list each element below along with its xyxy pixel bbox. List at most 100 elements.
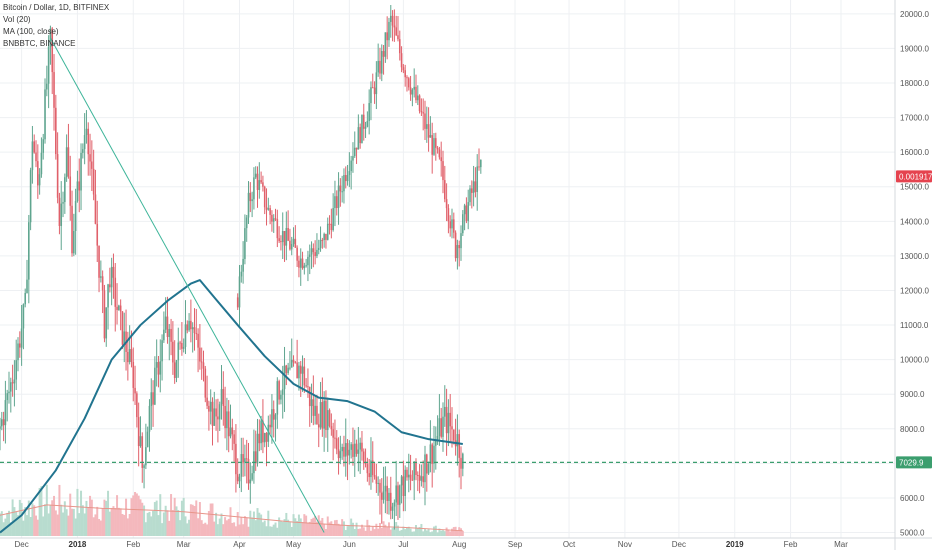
btc-candle	[271, 394, 273, 444]
candle-body	[404, 469, 406, 497]
candle-body	[31, 141, 34, 171]
volume-bar	[159, 494, 162, 536]
volume-bar	[317, 515, 320, 536]
legend-volume[interactable]: Vol (20)	[3, 15, 31, 24]
candle-body	[73, 230, 75, 254]
candle-body	[398, 485, 401, 505]
volume-bar	[67, 515, 70, 536]
btc-candle	[287, 362, 289, 375]
candle-body	[305, 265, 307, 267]
y-tick-label: 6000.0	[900, 494, 925, 503]
volume-bar	[402, 526, 405, 536]
candle-body	[139, 436, 142, 447]
candle-body	[116, 306, 118, 311]
candle-body	[4, 400, 7, 426]
btc-candle	[155, 339, 158, 387]
btc-candle	[96, 200, 99, 263]
volume-bar	[26, 515, 29, 536]
legend-ma[interactable]: MA (100, close)	[3, 27, 59, 36]
candle-body	[8, 391, 10, 394]
candle-body	[193, 327, 196, 334]
volume-bar	[258, 512, 261, 536]
legend-overlay[interactable]: BNBBTC, BINANCE	[3, 39, 76, 48]
bnbbtc-candle	[391, 10, 394, 42]
candle-body	[352, 444, 354, 457]
btc-candle	[10, 377, 12, 413]
btc-candle	[355, 439, 358, 457]
candle-body	[442, 161, 444, 181]
btc-candle	[15, 339, 18, 391]
candle-body	[60, 203, 63, 226]
bnbbtc-candle	[260, 171, 262, 185]
bnbbtc-candle	[407, 76, 410, 91]
candle-body	[373, 475, 376, 477]
candle-body	[402, 476, 405, 497]
candle-body	[186, 324, 189, 331]
volume-bar	[143, 505, 146, 536]
volume-bar	[53, 495, 56, 536]
candle-body	[451, 426, 453, 430]
bnbbtc-candle	[296, 245, 298, 267]
btc-candle	[105, 307, 108, 347]
legend-main-series[interactable]: Bitcoin / Dollar, 1D, BITFINEX	[3, 3, 110, 12]
btc-candle	[42, 133, 45, 160]
bnbbtc-candle	[256, 166, 259, 208]
candle-body	[424, 454, 426, 483]
btc-candle	[218, 401, 221, 432]
btc-candle	[49, 25, 52, 65]
volume-bar	[123, 514, 126, 536]
price-axis[interactable]: 5000.06000.07000.08000.09000.010000.0110…	[900, 10, 929, 538]
candle-body	[325, 400, 327, 431]
candle-body	[467, 202, 470, 221]
btc-candle	[323, 391, 325, 452]
candle-body	[89, 154, 91, 162]
btc-candles	[0, 25, 464, 530]
candle-body	[307, 386, 309, 388]
volume-bar	[99, 520, 102, 536]
btc-candle	[375, 463, 378, 493]
btc-candle	[370, 437, 372, 490]
candle-body	[46, 83, 48, 90]
btc-candle	[249, 462, 252, 504]
btc-candle	[80, 143, 82, 211]
x-tick-label: May	[286, 540, 301, 549]
candle-body	[323, 233, 325, 241]
bnbbtc-candle	[265, 188, 268, 226]
candle-body	[143, 465, 145, 468]
candle-body	[447, 208, 450, 222]
candle-body	[433, 138, 435, 155]
bnbbtc-candle	[285, 211, 288, 261]
candle-body	[350, 444, 352, 450]
btc-candle	[366, 457, 369, 482]
candle-body	[391, 506, 394, 511]
btc-candle	[172, 321, 174, 375]
btc-candle	[55, 94, 57, 160]
btc-candle	[456, 414, 459, 466]
volume-bar	[29, 517, 32, 536]
volume-bar	[38, 487, 41, 536]
volume-bar	[150, 516, 153, 536]
candle-body	[229, 427, 232, 437]
btc-candle	[51, 27, 54, 95]
btc-candle	[269, 414, 271, 435]
candle-body	[271, 214, 273, 222]
time-axis[interactable]: Dec 2018 Feb Mar Apr May Jun Jul Aug Sep Oct Nov Dec…	[14, 540, 848, 549]
bnbbtc-candle	[451, 208, 453, 239]
btc-candle	[283, 346, 286, 412]
candle-body	[434, 440, 437, 446]
candle-body	[103, 290, 106, 339]
btc-candle	[443, 385, 446, 427]
x-tick-label: Dec	[672, 540, 686, 549]
x-tick-label: Feb	[126, 540, 140, 549]
volume-bar	[225, 520, 228, 536]
volume-bar	[261, 522, 264, 536]
candle-body	[382, 51, 385, 57]
btc-candle	[211, 397, 214, 446]
candle-body	[453, 429, 455, 441]
bnbbtc-candle	[425, 106, 428, 143]
bnbbtc-candle	[341, 175, 343, 203]
candle-body	[56, 154, 59, 198]
btc-candle	[83, 113, 86, 165]
candle-body	[258, 180, 261, 190]
